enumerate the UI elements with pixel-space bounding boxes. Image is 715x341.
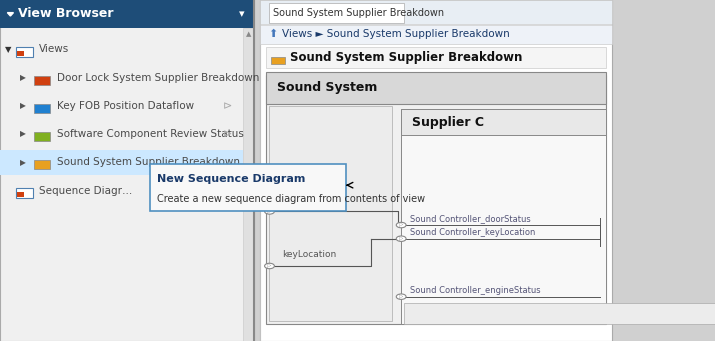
FancyBboxPatch shape: [34, 104, 49, 113]
Text: ▷: ▷: [267, 264, 272, 268]
FancyBboxPatch shape: [16, 188, 33, 198]
FancyBboxPatch shape: [270, 106, 392, 321]
Text: Sound Controller_engineStatus: Sound Controller_engineStatus: [410, 286, 541, 295]
Text: Door Lock System Supplier Breakdown: Door Lock System Supplier Breakdown: [57, 73, 260, 83]
Circle shape: [265, 263, 275, 269]
FancyBboxPatch shape: [401, 109, 606, 135]
Text: Software Component Review Status: Software Component Review Status: [57, 129, 244, 139]
FancyBboxPatch shape: [0, 0, 254, 28]
Text: Create a new sequence diagram from contents of view: Create a new sequence diagram from conte…: [157, 194, 425, 204]
FancyBboxPatch shape: [260, 0, 613, 24]
Text: ▶: ▶: [20, 130, 26, 138]
FancyBboxPatch shape: [404, 303, 715, 324]
Circle shape: [396, 236, 406, 241]
Text: Sound Controller_keyLocation: Sound Controller_keyLocation: [410, 228, 536, 237]
FancyBboxPatch shape: [0, 0, 254, 341]
Text: ⊳: ⊳: [223, 129, 232, 139]
Text: keyLocation: keyLocation: [282, 250, 336, 259]
Text: ▷: ▷: [399, 236, 403, 241]
Circle shape: [396, 294, 406, 299]
FancyBboxPatch shape: [34, 76, 49, 85]
Circle shape: [265, 209, 275, 214]
Text: Sound System Supplier Breakdown: Sound System Supplier Breakdown: [272, 8, 444, 18]
FancyBboxPatch shape: [260, 25, 613, 44]
FancyBboxPatch shape: [270, 3, 404, 23]
Text: Supplier C: Supplier C: [413, 116, 484, 129]
Text: View Browser: View Browser: [19, 8, 114, 20]
FancyBboxPatch shape: [267, 75, 606, 324]
FancyBboxPatch shape: [0, 150, 243, 175]
Text: ▶: ▶: [20, 101, 26, 110]
FancyBboxPatch shape: [267, 47, 606, 68]
Text: Sound System Supplier Breakdown: Sound System Supplier Breakdown: [57, 157, 240, 167]
Text: Views ► Sound System Supplier Breakdown: Views ► Sound System Supplier Breakdown: [282, 29, 510, 40]
Text: Sound System: Sound System: [277, 81, 378, 94]
Text: ▲: ▲: [246, 31, 252, 37]
Text: ▶: ▶: [20, 158, 26, 167]
FancyBboxPatch shape: [17, 192, 24, 197]
Circle shape: [396, 222, 406, 228]
Text: ▼: ▼: [5, 45, 11, 54]
Polygon shape: [7, 13, 14, 16]
FancyBboxPatch shape: [260, 0, 613, 341]
Text: ▶: ▶: [20, 73, 26, 82]
Text: Views: Views: [39, 44, 69, 55]
FancyBboxPatch shape: [34, 132, 49, 141]
Text: ▷: ▷: [399, 294, 403, 299]
Text: Sequence Diagr…: Sequence Diagr…: [39, 186, 132, 196]
Text: ⬆: ⬆: [267, 29, 277, 40]
FancyBboxPatch shape: [150, 164, 346, 211]
FancyBboxPatch shape: [243, 28, 254, 341]
Text: doorStatus: doorStatus: [282, 196, 331, 205]
FancyBboxPatch shape: [34, 160, 49, 169]
Text: ▾: ▾: [239, 9, 245, 19]
FancyBboxPatch shape: [271, 57, 285, 64]
Text: Key FOB Position Dataflow: Key FOB Position Dataflow: [57, 101, 194, 111]
Text: Sound System Supplier Breakdown: Sound System Supplier Breakdown: [290, 51, 522, 64]
Text: ⊳: ⊳: [223, 101, 232, 111]
FancyBboxPatch shape: [17, 51, 24, 56]
Text: ▷: ▷: [267, 209, 272, 214]
Text: New Sequence Diagram: New Sequence Diagram: [157, 174, 306, 184]
FancyBboxPatch shape: [267, 72, 606, 104]
FancyBboxPatch shape: [401, 109, 606, 324]
Text: Sound Controller_doorStatus: Sound Controller_doorStatus: [410, 214, 531, 223]
FancyBboxPatch shape: [16, 47, 33, 57]
Text: ▷: ▷: [399, 223, 403, 227]
